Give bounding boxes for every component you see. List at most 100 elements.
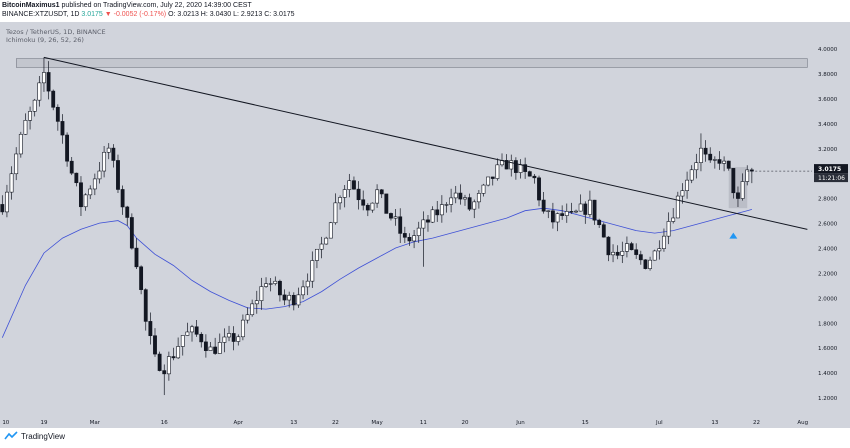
candle-up [23,120,28,135]
candle-up [310,260,315,282]
candle-down [560,213,565,216]
candle-up [495,164,500,179]
candle-up [694,162,699,171]
candle-up [83,194,88,208]
legend-indicator: Ichimoku (9, 26, 52, 26) [6,36,84,44]
candle-up [338,197,342,204]
candle-up [333,202,338,224]
candle-down [537,177,541,201]
candle-up [5,191,9,213]
x-tick-label: 11 [420,420,427,426]
chart-area[interactable]: 4.00003.80003.60003.40003.20003.00002.80… [0,22,850,428]
candle-up [227,333,231,338]
candle-up [652,250,657,261]
tradingview-logo[interactable]: TradingView [4,431,65,441]
candle-up [509,160,514,170]
price-chart[interactable]: 4.00003.80003.60003.40003.20003.00002.80… [0,22,850,428]
candle-up [305,280,310,288]
candle-up [675,195,680,219]
candle-up [699,147,703,163]
candle-up [273,280,278,284]
footer: TradingView [0,428,850,448]
candle-up [712,159,717,161]
y-tick-label: 3.2000 [818,147,838,153]
y-tick-label: 2.8000 [818,197,838,203]
candle-up [648,259,652,269]
candle-up [37,82,42,101]
candle-up [42,72,46,84]
candle-down [231,333,236,342]
y-tick-label: 2.4000 [818,247,838,253]
brand-name: TradingView [21,431,66,441]
candle-up [217,342,222,354]
candle-down [426,219,430,223]
candle-up [106,147,111,153]
candle-up [315,248,319,261]
descending-trendline[interactable] [43,56,808,230]
candle-up [301,286,305,296]
candle-down [55,106,60,122]
x-tick-label: 19 [40,420,47,426]
candle-up [453,192,458,199]
x-tick-label: 15 [582,420,589,426]
y-tick-label: 2.2000 [818,271,838,277]
candle-down [365,204,370,211]
candle-down [435,209,440,216]
candle-up [546,210,551,212]
candle-down [398,216,403,234]
candle-up [412,235,417,242]
candle-down [643,259,648,269]
y-tick-label: 2.0000 [818,296,838,302]
candle-down [352,180,356,190]
y-tick-label: 1.2000 [818,396,838,402]
x-tick-label: 16 [161,420,168,426]
plot-background [0,22,812,414]
candle-down [717,159,722,164]
x-tick-label: 10 [2,420,9,426]
candle-down [513,160,518,173]
candle-up [657,248,662,252]
candle-down [458,192,463,200]
candle-down [597,219,602,226]
candle-up [449,197,454,205]
price-axis-background [812,22,850,414]
candle-down [569,211,574,213]
candle-down [51,90,56,108]
candle-down [703,147,708,155]
candle-up [342,189,347,198]
candle-down [74,172,79,184]
candle-up [88,188,93,196]
author-name[interactable]: BitcoinMaximus1 [2,2,60,9]
candle-up [250,303,255,316]
candle-down [541,199,546,212]
candle-up [518,164,523,173]
candle-up [481,184,486,194]
candle-down [389,213,393,219]
candle-up [689,169,694,181]
candle-down [592,199,597,221]
candle-up [680,190,685,197]
candle-down [139,266,144,290]
candle-up [190,326,194,333]
candle-down [282,294,287,301]
candle-down [153,335,157,355]
candle-up [268,283,273,285]
candle-down [583,203,588,215]
candle-up [472,201,477,210]
candle-down [148,321,153,337]
candle-up [662,235,666,249]
candle-up [324,237,329,245]
candle-down [291,294,296,306]
time-axis-background [0,414,850,428]
candle-up [430,209,435,223]
candle-down [601,224,606,238]
candle-down [634,249,639,255]
candle-up [587,199,592,215]
candle-down [467,197,472,210]
candle-down [402,233,407,238]
candle-down [708,153,713,161]
x-tick-label: May [371,420,383,426]
candle-up [722,160,727,164]
candle-up [745,169,750,182]
candle-down [490,176,495,179]
